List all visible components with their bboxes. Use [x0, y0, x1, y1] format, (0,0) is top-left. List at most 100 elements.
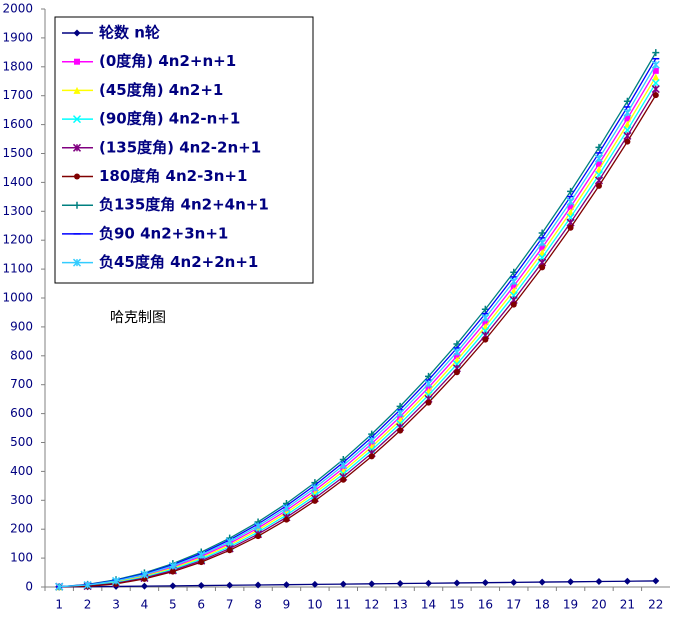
marker — [652, 73, 660, 81]
marker — [453, 579, 461, 587]
marker — [453, 340, 461, 348]
marker — [453, 353, 460, 360]
marker — [539, 264, 546, 271]
x-tick-label: 14 — [421, 598, 436, 612]
marker — [567, 578, 575, 586]
x-tick-label: 9 — [283, 598, 291, 612]
marker — [567, 224, 574, 231]
marker — [424, 379, 433, 388]
x-tick-label: 10 — [307, 598, 322, 612]
marker — [73, 201, 81, 209]
marker — [425, 384, 432, 391]
marker — [510, 283, 517, 290]
marker — [396, 580, 404, 588]
marker — [595, 160, 602, 167]
marker — [73, 86, 81, 94]
x-tick-label: 18 — [535, 598, 550, 612]
marker — [282, 504, 291, 513]
marker — [481, 579, 489, 587]
marker — [595, 578, 603, 586]
x-tick-label: 6 — [197, 598, 205, 612]
x-tick-label: 11 — [336, 598, 351, 612]
series-line — [59, 580, 656, 588]
marker — [652, 49, 660, 57]
series-line — [59, 58, 657, 588]
x-tick-label: 7 — [226, 598, 234, 612]
marker — [169, 582, 177, 590]
marker — [368, 580, 376, 588]
legend-label: 180度角 4n2-3n+1 — [99, 167, 247, 185]
legend-label: 负90 4n2+3n+1 — [99, 224, 228, 242]
marker — [283, 516, 290, 523]
marker — [111, 576, 121, 585]
marker — [311, 580, 319, 588]
marker — [73, 29, 81, 37]
y-tick-label: 1200 — [2, 233, 33, 247]
marker — [567, 203, 574, 210]
marker — [83, 580, 92, 590]
marker — [396, 402, 404, 410]
series-line — [59, 52, 657, 588]
marker — [197, 582, 205, 590]
marker — [651, 60, 660, 69]
marker — [397, 427, 404, 434]
y-tick-label: 1100 — [2, 262, 33, 276]
marker — [168, 561, 177, 570]
marker — [197, 550, 206, 559]
y-tick-label: 400 — [10, 464, 33, 478]
legend-label: (135度角) 4n2-2n+1 — [99, 138, 261, 156]
marker — [453, 369, 460, 376]
marker — [481, 305, 489, 313]
marker — [595, 143, 603, 151]
marker — [481, 313, 490, 322]
marker — [623, 108, 632, 117]
marker — [141, 575, 148, 582]
y-tick-label: 900 — [10, 319, 33, 333]
legend-box — [54, 16, 314, 284]
y-tick-label: 1000 — [2, 291, 33, 305]
marker — [538, 578, 546, 586]
marker — [482, 319, 489, 326]
marker — [169, 568, 176, 575]
marker — [55, 582, 64, 591]
y-tick-label: 0 — [25, 580, 33, 594]
y-tick-label: 200 — [10, 522, 33, 536]
legend-label: (45度角) 4n2+1 — [99, 81, 223, 99]
marker — [538, 238, 547, 247]
legend-label: (90度角) 4n2-n+1 — [99, 110, 240, 128]
marker — [254, 581, 262, 589]
x-tick-label: 22 — [648, 598, 663, 612]
y-tick-label: 2000 — [2, 2, 33, 16]
marker — [74, 173, 80, 180]
marker — [340, 476, 347, 483]
x-tick-label: 1 — [55, 598, 63, 612]
y-tick-label: 1500 — [2, 146, 33, 160]
marker — [367, 436, 376, 445]
x-tick-label: 20 — [591, 598, 606, 612]
series-line — [59, 82, 657, 588]
series-line — [59, 88, 657, 588]
marker — [539, 244, 546, 251]
y-tick-label: 1600 — [2, 117, 33, 131]
marker — [623, 97, 631, 105]
marker — [72, 115, 82, 124]
marker — [425, 579, 433, 587]
y-tick-label: 1400 — [2, 175, 33, 189]
marker — [254, 521, 263, 531]
marker — [594, 154, 604, 163]
y-tick-label: 500 — [10, 435, 33, 449]
marker — [311, 497, 318, 504]
y-tick-label: 1900 — [2, 30, 33, 44]
marker — [482, 336, 489, 343]
marker — [510, 578, 518, 586]
marker — [538, 229, 546, 237]
marker — [510, 301, 517, 308]
x-tick-label: 8 — [254, 598, 262, 612]
marker — [282, 581, 290, 589]
marker — [510, 268, 518, 276]
x-tick-label: 4 — [141, 598, 149, 612]
marker — [368, 453, 375, 460]
series-line — [59, 70, 657, 588]
x-tick-label: 17 — [506, 598, 521, 612]
y-tick-label: 100 — [10, 551, 33, 565]
